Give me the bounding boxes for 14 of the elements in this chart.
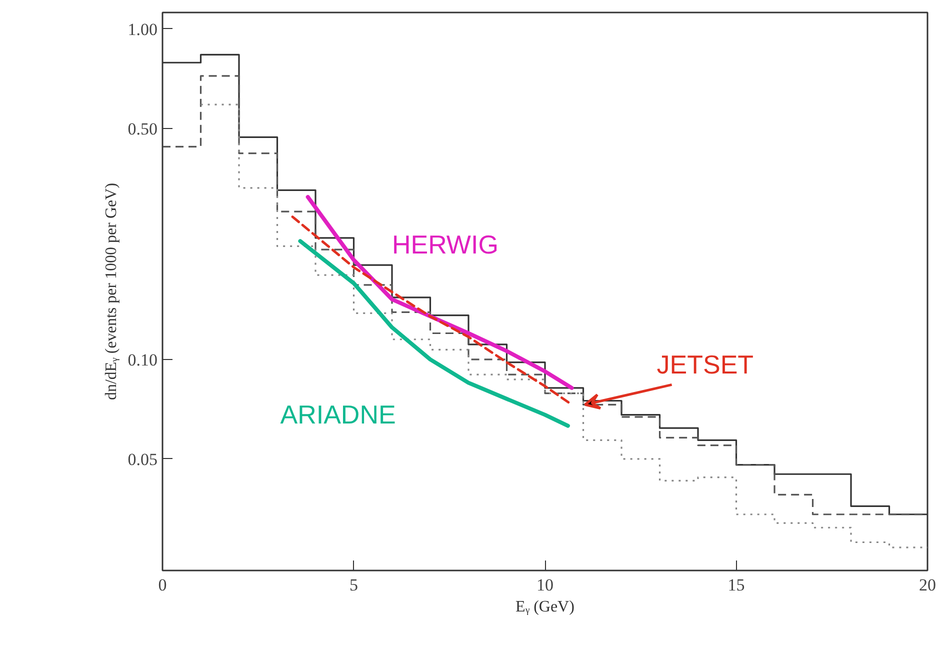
y-tick-label: 1.00 — [128, 20, 158, 39]
text: ARIADNE — [280, 399, 396, 430]
y-tick-label: 0.10 — [128, 350, 158, 370]
x-tick-label: 20 — [919, 576, 936, 594]
series-label: HERWIG — [392, 229, 498, 260]
x-tick-label: 5 — [350, 576, 358, 594]
y-tick-label: 0.05 — [128, 450, 158, 469]
x-tick-label: 10 — [536, 576, 554, 594]
y-axis-title: dn/dEᵧ (events per 1000 per GeV) — [102, 182, 120, 400]
text: JETSET — [656, 350, 754, 380]
y-tick-label: 0.50 — [128, 119, 158, 138]
x-tick-label: 0 — [158, 576, 167, 594]
x-tick-label: 15 — [728, 576, 745, 594]
x-axis-title: Eᵧ (GeV) — [516, 598, 574, 616]
